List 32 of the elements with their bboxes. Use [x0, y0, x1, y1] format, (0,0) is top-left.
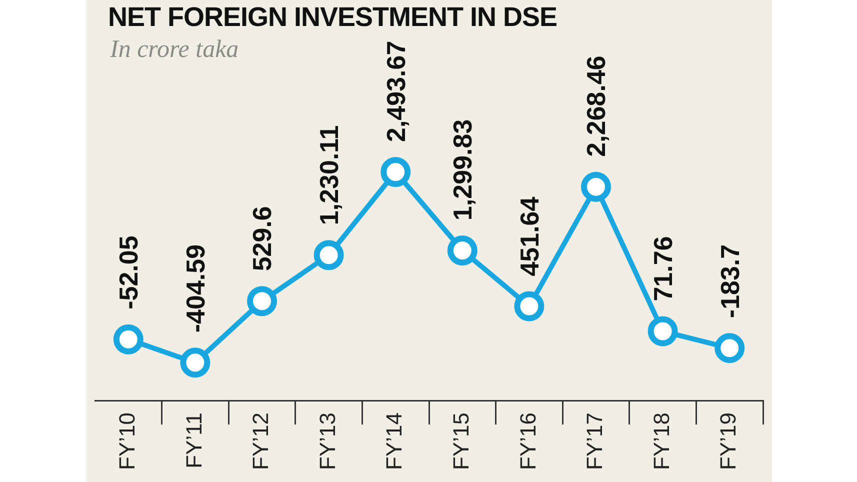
x-tick-label: FY’12 — [248, 412, 274, 470]
x-tick-label: FY’15 — [448, 412, 474, 470]
point — [247, 286, 277, 316]
x-tick-label: FY’18 — [648, 412, 674, 470]
x-tick-label: FY’17 — [582, 412, 608, 470]
point — [113, 324, 144, 354]
data-label: 1,230.11 — [314, 125, 344, 226]
data-label: 1,299.83 — [448, 119, 478, 221]
x-tick-label: FY’11 — [181, 412, 206, 468]
data-label: -183.7 — [714, 244, 745, 318]
point — [180, 348, 210, 378]
data-label: -404.59 — [180, 244, 210, 333]
x-tick-label: FY’10 — [114, 412, 140, 470]
data-label: 2,493.67 — [380, 40, 411, 142]
point — [714, 333, 745, 364]
point — [648, 316, 678, 346]
point — [380, 157, 411, 188]
data-label: 451.64 — [514, 196, 544, 276]
point — [314, 240, 344, 270]
x-tick-label: FY’16 — [515, 412, 540, 470]
point — [581, 172, 611, 202]
data-label: 71.76 — [648, 236, 678, 302]
chart-subtitle: In crore taka — [110, 36, 239, 64]
chart-title: NET FOREIGN INVESTMENT IN DSE — [108, 2, 558, 33]
x-tick-label: FY’19 — [716, 412, 741, 470]
x-tick-label: FY’14 — [382, 412, 407, 470]
x-tick-label: FY’13 — [314, 412, 340, 470]
data-label: 2,268.46 — [581, 56, 612, 157]
data-label: 529.6 — [247, 206, 278, 272]
point — [514, 291, 544, 322]
data-label: -52.05 — [114, 236, 144, 310]
point — [447, 236, 478, 266]
